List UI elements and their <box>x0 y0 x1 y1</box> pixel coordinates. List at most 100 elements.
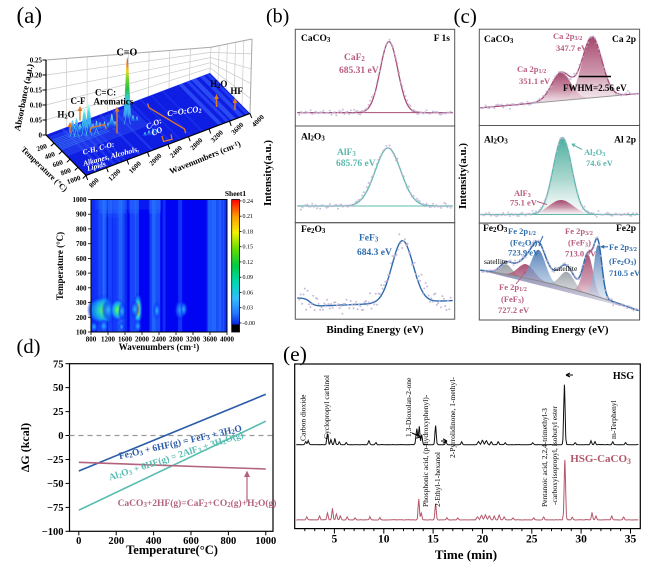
svg-text:Temperature(°C): Temperature(°C) <box>126 543 218 557</box>
svg-text:723.9 eV: 723.9 eV <box>508 248 540 258</box>
svg-text:HSG-CaCO3: HSG-CaCO3 <box>570 453 631 466</box>
svg-text:Al2O3: Al2O3 <box>584 147 605 158</box>
svg-text:900: 900 <box>76 211 87 219</box>
svg-text:75: 75 <box>53 359 64 370</box>
svg-text:FWHM=2.56 eV: FWHM=2.56 eV <box>563 83 627 93</box>
svg-text:(Fe2O3): (Fe2O3) <box>510 238 538 249</box>
svg-text:(a): (a) <box>17 3 43 28</box>
svg-text:(c): (c) <box>454 4 477 28</box>
svg-text:CaCO3+2HF(g)=CaF2+CO2(g)+H2O(g: CaCO3+2HF(g)=CaF2+CO2(g)+H2O(g) <box>118 498 277 509</box>
svg-text:-carboxyisopropyl, isobutyl es: -carboxyisopropyl, isobutyl ester <box>550 406 559 505</box>
svg-text:-0.00: -0.00 <box>243 321 256 327</box>
svg-text:600: 600 <box>183 536 199 547</box>
svg-text:3600: 3600 <box>203 336 218 344</box>
svg-text:Temperature (°C): Temperature (°C) <box>55 232 65 300</box>
svg-text:−100: −100 <box>42 527 64 538</box>
svg-text:(d): (d) <box>17 336 41 358</box>
svg-text:800: 800 <box>76 225 87 233</box>
svg-text:AlF3: AlF3 <box>514 188 531 199</box>
svg-text:1000: 1000 <box>66 174 82 186</box>
svg-text:3200: 3200 <box>186 336 201 344</box>
svg-text:satellite: satellite <box>554 264 578 273</box>
svg-text:500: 500 <box>76 270 87 278</box>
svg-text:ΔG (kcal): ΔG (kcal) <box>18 423 32 472</box>
svg-text:15: 15 <box>427 533 439 545</box>
svg-text:Cyclopropyl carbinol: Cyclopropyl carbinol <box>322 375 331 439</box>
svg-text:2800: 2800 <box>169 336 184 344</box>
svg-text:Binding Energy (eV): Binding Energy (eV) <box>511 324 609 336</box>
svg-text:Fe 2p3/2: Fe 2p3/2 <box>565 226 593 237</box>
svg-text:−25: −25 <box>47 455 63 466</box>
svg-text:25: 25 <box>526 533 538 545</box>
svg-text:H2O: H2O <box>210 79 227 90</box>
svg-text:−50: −50 <box>47 479 63 490</box>
svg-text:3600: 3600 <box>230 121 246 137</box>
svg-text:727.2 eV: 727.2 eV <box>498 305 530 315</box>
svg-text:200: 200 <box>76 314 87 322</box>
svg-text:2800: 2800 <box>189 136 205 152</box>
svg-text:satellite: satellite <box>484 257 508 266</box>
svg-text:Intensity(a.u.): Intensity(a.u.) <box>457 143 469 209</box>
svg-text:AlF3: AlF3 <box>337 148 356 158</box>
svg-text:Carbon dioxide: Carbon dioxide <box>299 394 308 441</box>
svg-text:800: 800 <box>221 536 237 547</box>
svg-text:CO: CO <box>150 125 164 138</box>
svg-text:0.05: 0.05 <box>30 116 43 124</box>
svg-text:400: 400 <box>76 284 87 292</box>
svg-text:0.25: 0.25 <box>30 56 43 64</box>
svg-text:347.7 eV: 347.7 eV <box>556 43 588 53</box>
svg-text:Wavenumbers (cm-1): Wavenumbers (cm-1) <box>168 138 242 176</box>
svg-text:2400: 2400 <box>168 144 184 160</box>
svg-text:1,3-Dioxolan-2-one: 1,3-Dioxolan-2-one <box>404 377 413 437</box>
svg-text:HF: HF <box>230 86 243 96</box>
svg-text:10: 10 <box>378 533 390 545</box>
svg-text:1200: 1200 <box>101 336 116 344</box>
svg-text:Fe 2p1/2: Fe 2p1/2 <box>499 282 527 293</box>
svg-text:700: 700 <box>76 240 87 248</box>
svg-text:Ca 2p: Ca 2p <box>612 35 636 45</box>
svg-text:710.5 eV: 710.5 eV <box>609 268 641 278</box>
svg-text:800: 800 <box>88 176 101 189</box>
svg-text:(FeF3): (FeF3) <box>501 294 524 305</box>
svg-text:800: 800 <box>86 336 97 344</box>
svg-text:Time (min): Time (min) <box>435 547 497 562</box>
svg-text:1600: 1600 <box>118 336 133 344</box>
svg-text:C=O: C=O <box>117 48 138 59</box>
svg-text:Intensity(a.u.): Intensity(a.u.) <box>262 140 274 206</box>
svg-text:H2O: H2O <box>57 110 74 121</box>
svg-text:C=C:: C=C: <box>95 88 116 98</box>
svg-text:Ca 2p1/2: Ca 2p1/2 <box>517 64 546 75</box>
svg-text:0.21: 0.21 <box>243 214 254 220</box>
svg-text:684.3 eV: 684.3 eV <box>357 248 392 258</box>
svg-text:4000: 4000 <box>250 113 266 129</box>
svg-text:3200: 3200 <box>209 128 225 144</box>
svg-text:−75: −75 <box>47 503 63 514</box>
svg-text:0.24: 0.24 <box>243 199 254 205</box>
svg-text:600: 600 <box>52 158 65 169</box>
svg-text:(e): (e) <box>283 342 307 366</box>
svg-text:Pentanoic acid, 2,2,4-trimethy: Pentanoic acid, 2,2,4-trimethyl-3 <box>540 408 549 507</box>
svg-text:685.76 eV: 685.76 eV <box>336 159 376 169</box>
svg-text:800: 800 <box>60 166 73 177</box>
svg-text:0: 0 <box>39 131 43 139</box>
svg-text:F 1s: F 1s <box>434 34 451 44</box>
svg-text:1200: 1200 <box>107 167 123 183</box>
svg-text:HSG: HSG <box>613 371 634 382</box>
svg-text:Fe2p: Fe2p <box>616 224 636 234</box>
svg-text:(b): (b) <box>266 6 289 28</box>
svg-text:5: 5 <box>332 533 338 545</box>
svg-text:0: 0 <box>76 536 81 547</box>
svg-text:1600: 1600 <box>127 159 143 175</box>
svg-text:0.10: 0.10 <box>30 101 43 109</box>
svg-text:CaF2: CaF2 <box>344 53 365 63</box>
svg-text:0.09: 0.09 <box>243 275 254 281</box>
svg-text:Ca 2p3/2: Ca 2p3/2 <box>553 31 582 42</box>
svg-text:100: 100 <box>76 329 87 337</box>
svg-text:(FeF3): (FeF3) <box>568 238 591 249</box>
svg-text:2000: 2000 <box>148 152 164 168</box>
svg-text:CaCO3: CaCO3 <box>484 35 514 45</box>
svg-text:Fe2O3: Fe2O3 <box>301 225 326 235</box>
svg-text:Wavenumbers (cm-1): Wavenumbers (cm-1) <box>119 342 200 352</box>
svg-text:1000: 1000 <box>73 196 88 204</box>
svg-text:Phosphonic acid, (p-hydroxyphe: Phosphonic acid, (p-hydroxyphenyl)- <box>421 394 430 507</box>
